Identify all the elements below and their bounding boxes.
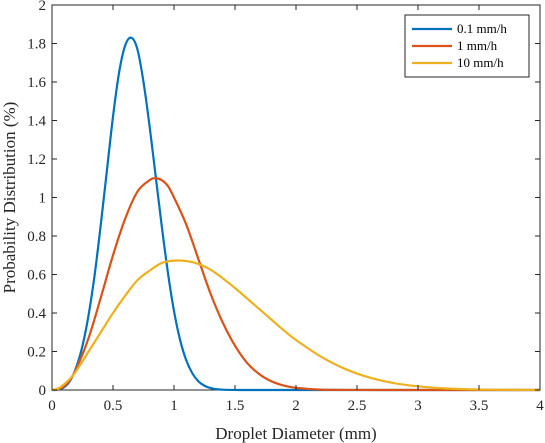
y-tick-label: 1 (39, 191, 47, 207)
y-tick-label: 0.2 (27, 345, 46, 361)
ticks-layer: 0 0.5 1 1.5 2 2.5 3 3.5 4 0 0.2 0.4 0.6 0.8 1 1.2 1.4 1.6… (27, 0, 544, 414)
legend-label-1: 1 mm/h (457, 38, 498, 53)
y-tick-label: 0.6 (27, 268, 46, 284)
x-tick-label: 2 (292, 398, 300, 414)
y-tick-label: 1.4 (27, 114, 46, 130)
series-line-2 (51, 259, 541, 392)
y-tick-label: 1.8 (27, 37, 46, 53)
legend-label-2: 10 mm/h (457, 55, 504, 70)
y-tick-label: 1.6 (27, 75, 46, 91)
legend: 0.1 mm/h 1 mm/h 10 mm/h (404, 14, 530, 78)
series-line-1 (51, 177, 540, 392)
x-tick-label: 3 (414, 398, 422, 414)
y-tick-label: 0.8 (27, 229, 46, 245)
x-tick-label: 1.5 (226, 398, 245, 414)
x-tick-label: 0.5 (104, 398, 123, 414)
x-tick-label: 0 (48, 398, 56, 414)
y-tick-label: 0 (39, 383, 47, 399)
x-tick-label: 3.5 (470, 398, 489, 414)
y-tick-label: 0.4 (27, 306, 46, 322)
legend-label-0: 0.1 mm/h (457, 21, 507, 36)
x-axis-label: Droplet Diameter (mm) (215, 424, 376, 443)
y-tick-label: 2 (39, 0, 47, 14)
x-tick-label: 1 (170, 398, 178, 414)
y-axis-label: Probability Distribution (%) (0, 102, 19, 294)
y-tick-label: 1.2 (27, 152, 46, 168)
x-tick-label: 4 (536, 398, 544, 414)
x-tick-label: 2.5 (348, 398, 367, 414)
